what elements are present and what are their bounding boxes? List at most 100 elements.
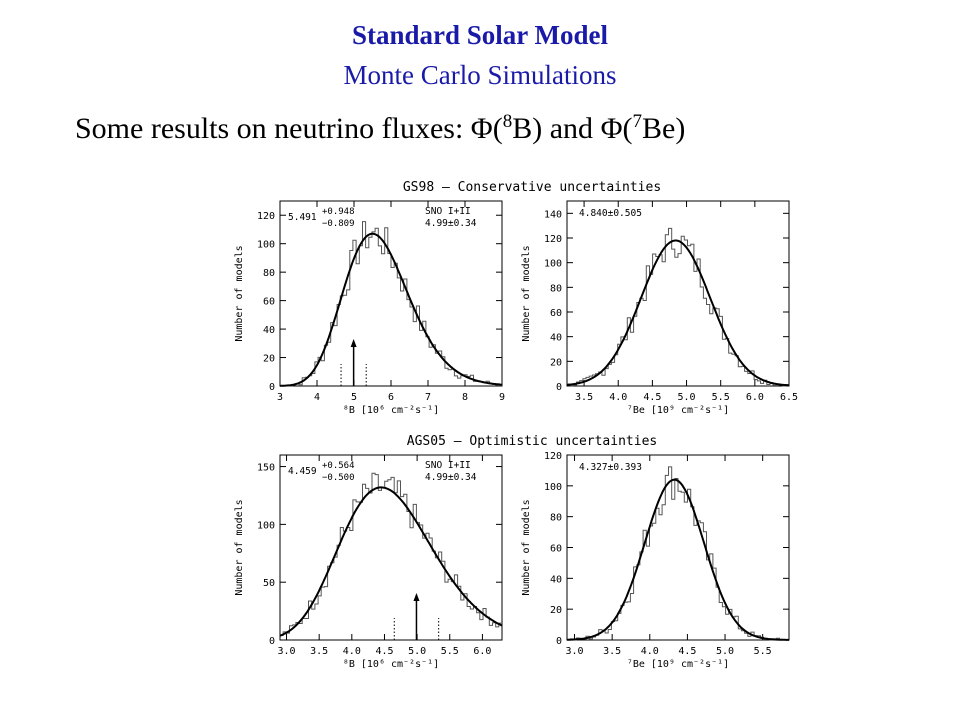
x-tick-label: 5.5 (754, 646, 772, 657)
y-tick-label: 40 (263, 325, 275, 336)
x-tick-label: 3.5 (603, 646, 621, 657)
annotation-plus: +0.564 (322, 461, 355, 471)
be7-mass-number: 7 (632, 111, 643, 132)
annotation-value: 4.840±0.505 (579, 208, 642, 219)
y-tick-label: 120 (257, 211, 275, 222)
x-axis-label: ⁸B [10⁶ cm⁻²s⁻¹] (343, 659, 439, 670)
panel-gs98_be7: 3.5 4.0 4.5 5.0 5.5 6.0 6.5 0 20 40 60 80 100 120 140 ⁷… (521, 200, 798, 416)
annotation-value: 4.459 (288, 466, 317, 477)
y-tick-label: 40 (550, 574, 562, 585)
measurement-arrowhead (413, 593, 420, 601)
be7-open: ( (622, 112, 633, 145)
b8-open: ( (492, 112, 503, 145)
x-tick-label: 5.5 (441, 646, 459, 657)
y-tick-label: 60 (263, 297, 275, 308)
x-tick-label: 3.5 (310, 646, 328, 657)
fit-curve (279, 486, 503, 637)
x-axis-label: ⁸B [10⁶ cm⁻²s⁻¹] (343, 405, 439, 416)
slide-subtitle: Monte Carlo Simulations (343, 60, 617, 90)
annotation-value: 4.327±0.393 (579, 462, 642, 473)
heading-and: and (542, 112, 601, 145)
x-tick-label: 8 (462, 392, 468, 403)
y-tick-label: 0 (269, 382, 275, 393)
panels: 3 4 5 6 7 8 9 0 20 40 60 80 100 120 ⁸B [10⁶ cm⁻²s⁻¹] Nu… (234, 200, 798, 670)
y-tick-label: 20 (263, 354, 275, 365)
x-tick-label: 6.5 (780, 392, 798, 403)
x-tick-label: 4 (314, 392, 320, 403)
y-tick-label: 80 (550, 283, 562, 294)
y-tick-label: 100 (257, 520, 275, 531)
measurement-value: 4.99±0.34 (425, 218, 477, 229)
x-tick-label: 3.5 (575, 392, 593, 403)
x-tick-label: 6 (388, 392, 394, 403)
panel-ags05_b8: 3.0 3.5 4.0 4.5 5.0 5.5 6.0 0 50 100 150 ⁸B [10⁶ cm… (234, 454, 503, 670)
x-tick-label: 5.5 (712, 392, 730, 403)
y-axis-label: Number of models (234, 245, 245, 341)
y-tick-label: 0 (556, 636, 562, 647)
y-tick-label: 80 (550, 513, 562, 524)
y-tick-label: 0 (556, 382, 562, 393)
x-tick-label: 4.5 (643, 392, 661, 403)
x-tick-label: 3.0 (277, 646, 295, 657)
histogram-steps (567, 227, 789, 387)
plot-frame (566, 200, 790, 387)
b8-mass-number: 8 (502, 111, 513, 132)
histogram-steps (567, 466, 789, 641)
x-tick-label: 3 (277, 392, 283, 403)
annotation-minus: −0.809 (322, 219, 355, 229)
histogram-steps (280, 221, 502, 387)
x-tick-label: 9 (499, 392, 505, 403)
x-axis-label: ⁷Be [10⁹ cm⁻²s⁻¹] (627, 405, 729, 416)
x-tick-label: 5.0 (716, 646, 734, 657)
heading-prefix: Some results on neutrino fluxes: (75, 112, 471, 145)
group-title-ags05: AGS05 – Optimistic uncertainties (407, 434, 657, 449)
x-tick-label: 7 (425, 392, 431, 403)
x-tick-label: 5 (351, 392, 357, 403)
y-tick-label: 150 (257, 463, 275, 474)
y-axis-label: Number of models (234, 499, 245, 595)
be7-close: Be) (642, 112, 686, 145)
phi-symbol-b8: Φ (470, 112, 493, 145)
slide-heading: Some results on neutrino fluxes: Φ(8B) a… (75, 112, 685, 146)
y-tick-label: 40 (550, 333, 562, 344)
y-tick-label: 50 (263, 578, 275, 589)
y-tick-label: 120 (544, 451, 562, 462)
y-tick-label: 120 (544, 234, 562, 245)
annotation-minus: −0.500 (322, 473, 355, 483)
x-tick-label: 4.5 (678, 646, 696, 657)
measurement-label: SNO I+II (425, 460, 471, 471)
fit-curve (566, 239, 789, 387)
measurement-label: SNO I+II (425, 206, 471, 217)
measurement-value: 4.99±0.34 (425, 472, 477, 483)
annotation-plus: +0.948 (322, 207, 355, 217)
y-tick-label: 60 (550, 544, 562, 555)
y-tick-label: 100 (544, 482, 562, 493)
y-tick-label: 20 (550, 357, 562, 368)
y-tick-label: 20 (550, 605, 562, 616)
plot-frame (279, 454, 503, 641)
panel-ags05_be7: 3.0 3.5 4.0 4.5 5.0 5.5 0 20 40 60 80 100 120 ⁷Be [10… (521, 451, 790, 670)
x-tick-label: 5.0 (678, 392, 696, 403)
y-tick-label: 80 (263, 268, 275, 279)
x-tick-label: 3.0 (565, 646, 583, 657)
y-tick-label: 100 (257, 240, 275, 251)
y-tick-label: 0 (269, 636, 275, 647)
y-axis-label: Number of models (521, 245, 532, 341)
x-tick-label: 5.0 (408, 646, 426, 657)
y-axis-label: Number of models (521, 499, 532, 595)
x-tick-label: 4.0 (343, 646, 361, 657)
group-title-gs98: GS98 – Conservative uncertainties (403, 180, 661, 195)
x-tick-label: 6.0 (746, 392, 764, 403)
y-tick-label: 140 (544, 209, 562, 220)
annotation-value: 5.491 (288, 212, 317, 223)
b8-close: B) (512, 112, 543, 145)
panel-gs98_b8: 3 4 5 6 7 8 9 0 20 40 60 80 100 120 ⁸B [10⁶ cm⁻²s⁻¹] Nu… (234, 200, 505, 416)
y-tick-label: 60 (550, 308, 562, 319)
phi-symbol-be7: Φ (600, 112, 623, 145)
x-tick-label: 4.0 (641, 646, 659, 657)
x-axis-label: ⁷Be [10⁹ cm⁻²s⁻¹] (627, 659, 729, 670)
histogram-steps (280, 472, 502, 636)
fit-curve (566, 478, 789, 641)
measurement-arrowhead (350, 339, 357, 347)
